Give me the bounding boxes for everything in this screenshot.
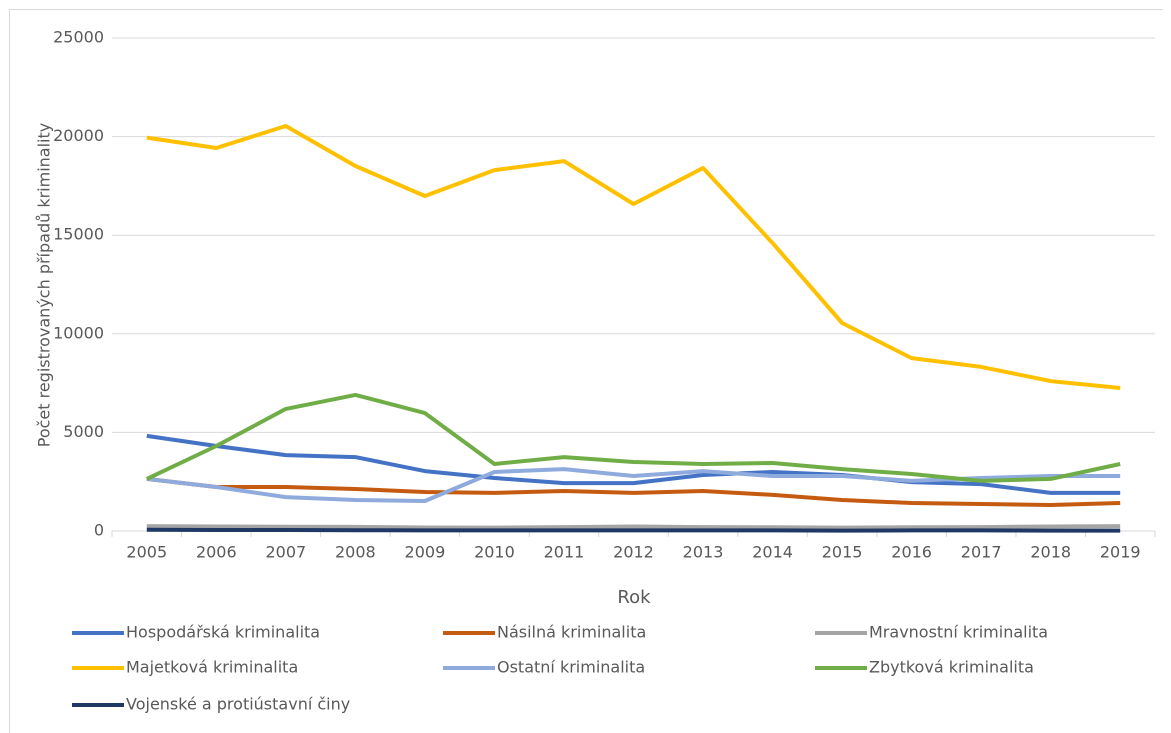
series-line [146, 124, 1121, 390]
y-tick-label: 10000 [53, 323, 104, 342]
x-tick-label: 2016 [891, 543, 932, 562]
x-tick-label: 2017 [961, 543, 1002, 562]
x-tick-label: 2006 [196, 543, 237, 562]
x-tick-label: 2010 [474, 543, 515, 562]
legend-label: Vojenské a protiústavní činy [126, 695, 350, 714]
x-tick-label: 2005 [126, 543, 167, 562]
y-tick-label: 0 [94, 521, 104, 540]
x-tick-label: 2018 [1030, 543, 1071, 562]
chart-frame [9, 9, 1163, 733]
y-tick-label: 20000 [53, 126, 104, 145]
legend-label: Majetková kriminalita [126, 658, 298, 677]
legend-label: Zbytková kriminalita [869, 658, 1034, 677]
x-tick-label: 2011 [544, 543, 585, 562]
x-tick-label: 2012 [613, 543, 654, 562]
y-axis-title: Počet registrovaných případů kriminality [35, 123, 54, 448]
x-axis-title: Rok [617, 587, 651, 608]
x-tick-label: 2009 [405, 543, 446, 562]
legend-label: Ostatní kriminalita [497, 658, 645, 677]
x-tick-label: 2008 [335, 543, 376, 562]
series-line [146, 476, 1121, 507]
x-tick-label: 2007 [265, 543, 306, 562]
legend-label: Násilná kriminalita [497, 623, 646, 642]
y-tick-label: 25000 [53, 28, 104, 47]
x-tick-label: 2014 [752, 543, 793, 562]
legend-label: Hospodářská kriminalita [126, 623, 320, 642]
y-tick-label: 15000 [53, 225, 104, 244]
series-line [145, 392, 1121, 483]
x-tick-label: 2013 [683, 543, 724, 562]
series-line [146, 524, 1121, 530]
series-line [146, 527, 1121, 533]
legend-label: Mravnostní kriminalita [869, 623, 1048, 642]
y-tick-label: 5000 [63, 422, 104, 441]
x-tick-label: 2015 [822, 543, 863, 562]
series-line [146, 433, 1121, 495]
x-tick-label: 2019 [1100, 543, 1141, 562]
